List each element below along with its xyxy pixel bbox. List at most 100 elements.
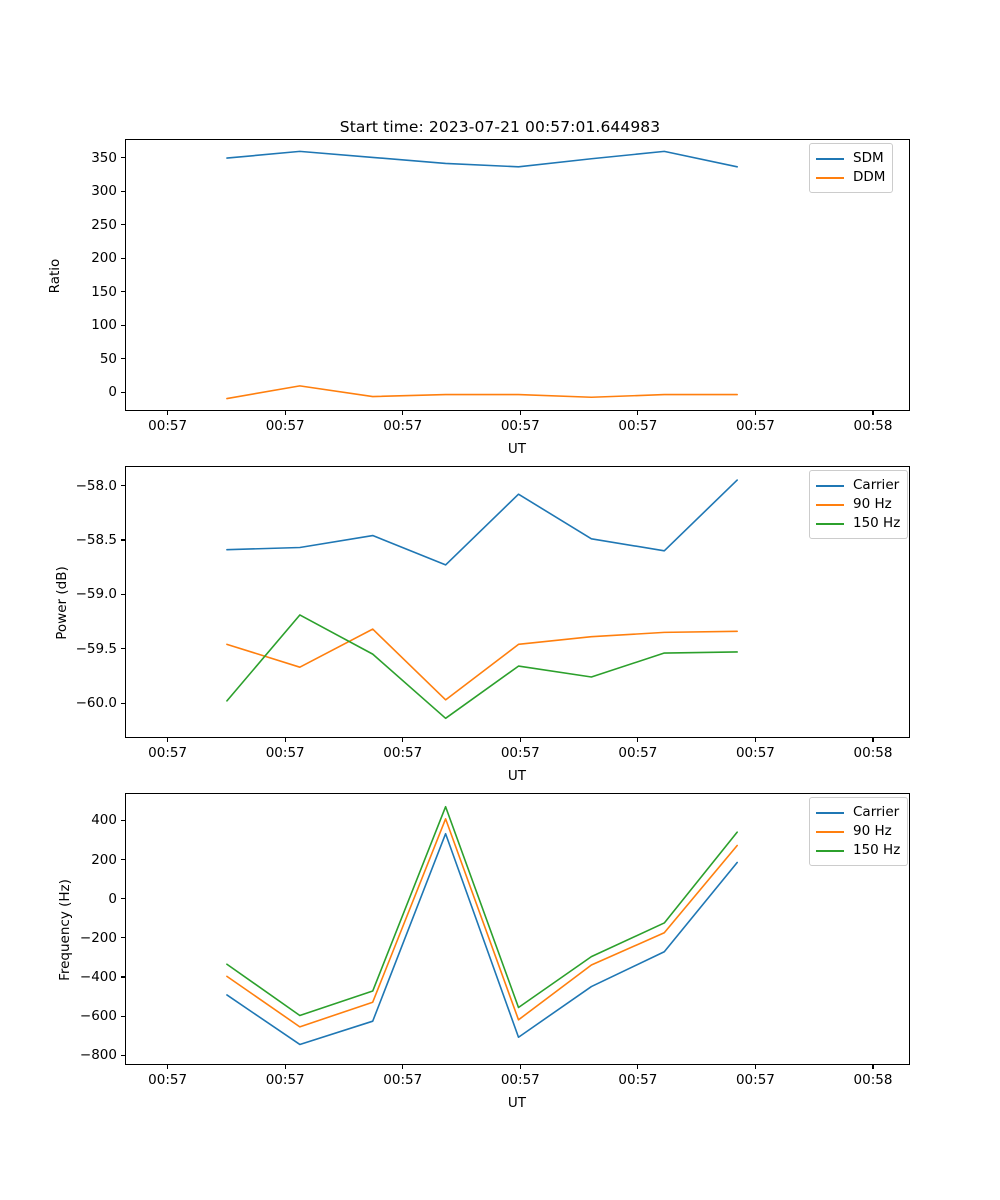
legend-item[interactable]: 90 Hz	[816, 495, 900, 514]
x-tick-label: 00:57	[148, 745, 188, 761]
x-tick-label: 00:57	[618, 1072, 658, 1088]
x-tick-mark	[754, 411, 757, 415]
x-tick-label: 00:57	[618, 745, 658, 761]
y-tick-mark	[121, 539, 125, 541]
series-line-ddm	[226, 385, 738, 400]
ratio-plot-area	[125, 139, 910, 411]
series-line-90-hz	[226, 628, 738, 701]
x-tick-label: 00:57	[148, 1072, 188, 1088]
x-tick-mark	[167, 411, 169, 415]
x-tick-label: 00:58	[853, 418, 893, 434]
y-tick-mark	[121, 819, 125, 821]
x-tick-mark	[519, 411, 521, 415]
x-tick-mark	[519, 1065, 521, 1069]
power-plot-area	[125, 466, 910, 738]
ratio-x-axis-label: UT	[507, 441, 527, 457]
y-tick-mark	[121, 224, 125, 226]
legend-item[interactable]: SDM	[816, 149, 885, 168]
figure-title: Start time: 2023-07-21 00:57:01.644983	[339, 118, 661, 136]
legend-label: DDM	[853, 169, 886, 185]
y-tick-label: −59.0	[75, 586, 117, 603]
y-tick-mark	[121, 1054, 125, 1056]
x-tick-mark	[637, 411, 639, 415]
legend-item[interactable]: DDM	[816, 168, 885, 187]
y-tick-label: −600	[79, 1008, 117, 1025]
x-tick-label: 00:57	[500, 1072, 540, 1088]
y-tick-label: 200	[91, 250, 117, 267]
x-tick-label: 00:57	[735, 418, 775, 434]
y-tick-label: 0	[108, 890, 117, 907]
x-tick-mark	[754, 1065, 757, 1069]
legend-item[interactable]: 150 Hz	[816, 841, 900, 860]
power-plot-lines	[226, 479, 738, 720]
y-tick-label: −60.0	[75, 695, 117, 712]
legend-item[interactable]: 150 Hz	[816, 514, 900, 533]
legend-item[interactable]: Carrier	[816, 803, 900, 822]
x-tick-mark	[637, 738, 639, 742]
y-tick-mark	[121, 157, 125, 159]
y-tick-label: −58.0	[75, 477, 117, 494]
y-tick-mark	[121, 1015, 125, 1017]
y-tick-label: 200	[91, 851, 117, 868]
power-y-axis-label: Power (dB)	[54, 566, 70, 640]
x-tick-mark	[402, 738, 404, 742]
frequency-legend[interactable]: Carrier 90 Hz 150 Hz	[809, 797, 909, 866]
y-tick-label: −59.5	[75, 640, 117, 657]
series-line-150-hz	[226, 805, 738, 1017]
legend-item[interactable]: Carrier	[816, 476, 900, 495]
y-tick-mark	[121, 257, 125, 259]
series-line-90-hz	[226, 818, 738, 1028]
frequency-plot-lines	[226, 805, 738, 1046]
x-tick-label: 00:57	[618, 418, 658, 434]
legend-line-icon	[816, 830, 844, 833]
legend-label: SDM	[853, 150, 884, 166]
legend-line-icon	[816, 811, 844, 814]
x-tick-label: 00:57	[383, 1072, 423, 1088]
legend-line-icon	[816, 503, 844, 506]
x-tick-mark	[402, 411, 404, 415]
ratio-y-axis-label: Ratio	[47, 258, 63, 294]
y-tick-mark	[121, 391, 125, 393]
x-tick-label: 00:58	[853, 745, 893, 761]
legend-label: 90 Hz	[853, 496, 892, 512]
y-tick-label: 100	[91, 317, 117, 334]
legend-label: Carrier	[853, 804, 900, 820]
x-tick-mark	[754, 738, 757, 742]
x-tick-label: 00:57	[148, 418, 188, 434]
x-tick-label: 00:57	[735, 745, 775, 761]
y-tick-label: −400	[79, 968, 117, 985]
series-line-150-hz	[226, 614, 738, 720]
x-tick-label: 00:57	[383, 745, 423, 761]
y-tick-mark	[121, 358, 125, 360]
legend-line-icon	[816, 849, 844, 852]
y-tick-mark	[121, 976, 125, 978]
y-tick-label: 350	[91, 149, 117, 166]
y-tick-mark	[121, 593, 125, 595]
legend-item[interactable]: 90 Hz	[816, 822, 900, 841]
power-legend[interactable]: Carrier 90 Hz 150 Hz	[809, 470, 909, 539]
x-tick-mark	[167, 738, 169, 742]
frequency-y-axis-label: Frequency (Hz)	[57, 879, 73, 981]
x-tick-mark	[519, 738, 521, 742]
x-tick-label: 00:57	[383, 418, 423, 434]
y-tick-mark	[121, 898, 125, 900]
power-x-axis-label: UT	[507, 768, 527, 784]
y-tick-mark	[121, 291, 125, 293]
x-tick-label: 00:57	[265, 1072, 305, 1088]
legend-label: 90 Hz	[853, 823, 892, 839]
x-tick-mark	[284, 738, 286, 742]
series-line-carrier	[226, 832, 738, 1046]
y-tick-label: 400	[91, 812, 117, 829]
x-tick-mark	[637, 1065, 639, 1069]
y-tick-mark	[121, 937, 125, 939]
y-tick-label: 300	[91, 183, 117, 200]
x-tick-mark	[872, 411, 874, 415]
legend-label: 150 Hz	[853, 515, 901, 531]
legend-label: Carrier	[853, 477, 900, 493]
x-tick-label: 00:57	[735, 1072, 775, 1088]
y-tick-mark	[121, 859, 125, 861]
ratio-legend[interactable]: SDM DDM	[809, 143, 894, 193]
ratio-plot-lines	[226, 150, 738, 400]
x-tick-label: 00:57	[265, 745, 305, 761]
